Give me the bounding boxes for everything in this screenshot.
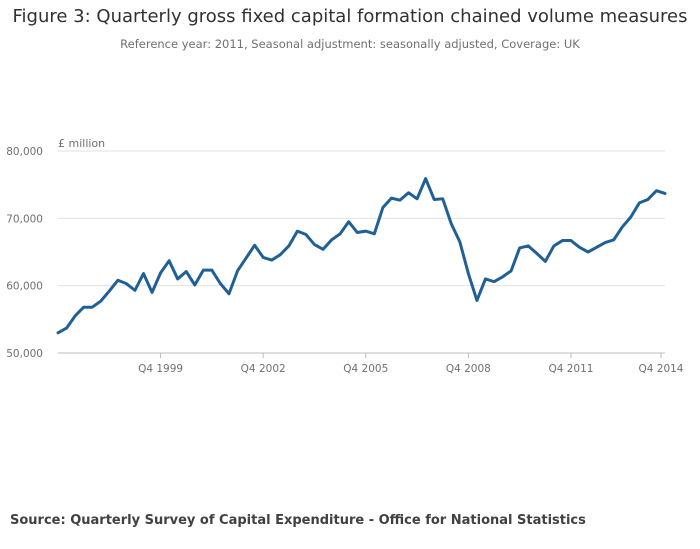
source-note: Source: Quarterly Survey of Capital Expe…: [10, 513, 586, 528]
data-point: [322, 248, 325, 251]
data-point: [142, 272, 145, 275]
data-point: [424, 177, 427, 180]
data-point: [74, 314, 77, 317]
y-tick-label: 70,000: [6, 213, 43, 225]
data-point: [82, 306, 85, 309]
y-axis: 50,000 60,000 70,000 80,000: [6, 146, 43, 360]
y-tick-label: 80,000: [6, 146, 43, 158]
series-group: [56, 177, 667, 335]
data-point: [245, 257, 248, 260]
data-point: [595, 246, 598, 249]
data-point: [151, 291, 154, 294]
data-point: [390, 197, 393, 200]
data-point: [569, 239, 572, 242]
x-tick-label: Q4 1999: [138, 363, 183, 375]
gridlines: [58, 150, 665, 287]
data-point: [65, 327, 68, 330]
data-point: [57, 331, 60, 334]
data-point: [655, 189, 658, 192]
data-point: [270, 259, 273, 262]
data-point: [621, 226, 624, 229]
data-point: [193, 283, 196, 286]
data-point: [527, 244, 530, 247]
data-point: [227, 292, 230, 295]
chart-subtitle: Reference year: 2011, Seasonal adjustmen…: [120, 37, 580, 51]
x-tick-label: Q4 2014: [638, 363, 683, 375]
x-axis: Q4 1999 Q4 2002 Q4 2005 Q4 2008 Q4 2011 Q4 20…: [58, 352, 684, 375]
data-point: [578, 246, 581, 249]
data-point: [544, 260, 547, 263]
y-axis-unit-label: £ million: [58, 137, 105, 150]
data-point: [91, 306, 94, 309]
data-point: [612, 238, 615, 241]
data-point: [398, 199, 401, 202]
x-tick-label: Q4 2008: [446, 363, 491, 375]
data-point: [253, 244, 256, 247]
data-point: [604, 241, 607, 244]
data-point: [373, 232, 376, 235]
data-point: [484, 277, 487, 280]
data-point: [279, 253, 282, 256]
x-tick-label: Q4 2011: [548, 363, 593, 375]
data-point: [407, 191, 410, 194]
data-point: [638, 201, 641, 204]
data-point: [381, 206, 384, 209]
data-point: [210, 269, 213, 272]
data-point: [99, 300, 102, 303]
data-point: [493, 280, 496, 283]
data-point: [313, 243, 316, 246]
data-point: [219, 282, 222, 285]
data-point: [339, 232, 342, 235]
data-point: [133, 289, 136, 292]
data-point: [646, 198, 649, 201]
data-point: [296, 230, 299, 233]
data-point: [450, 222, 453, 225]
data-point: [552, 244, 555, 247]
data-point: [501, 275, 504, 278]
data-point: [236, 269, 239, 272]
data-point: [185, 270, 188, 273]
data-point: [587, 251, 590, 254]
y-tick-label: 50,000: [6, 348, 43, 360]
data-point: [125, 282, 128, 285]
series-line: [56, 177, 667, 335]
data-point: [330, 238, 333, 241]
data-point: [364, 230, 367, 233]
data-point: [116, 279, 119, 282]
data-point: [561, 239, 564, 242]
data-point: [518, 246, 521, 249]
data-point: [304, 233, 307, 236]
data-point: [287, 244, 290, 247]
data-point: [159, 271, 162, 274]
data-point: [356, 231, 359, 234]
x-tick-label: Q4 2002: [241, 363, 286, 375]
chart-title: Figure 3: Quarterly gross fixed capital …: [12, 6, 688, 27]
data-point: [664, 192, 667, 195]
data-point: [467, 272, 470, 275]
data-point: [629, 215, 632, 218]
data-point: [202, 269, 205, 272]
data-point: [441, 197, 444, 200]
data-point: [168, 259, 171, 262]
data-point: [416, 197, 419, 200]
y-tick-label: 60,000: [6, 281, 43, 293]
data-point: [475, 299, 478, 302]
data-point: [535, 252, 538, 255]
data-point: [108, 290, 111, 293]
data-point: [433, 198, 436, 201]
data-point: [262, 256, 265, 259]
data-point: [347, 220, 350, 223]
data-point: [510, 269, 513, 272]
data-point: [458, 240, 461, 243]
data-point: [176, 277, 179, 280]
x-tick-label: Q4 2005: [343, 363, 388, 375]
